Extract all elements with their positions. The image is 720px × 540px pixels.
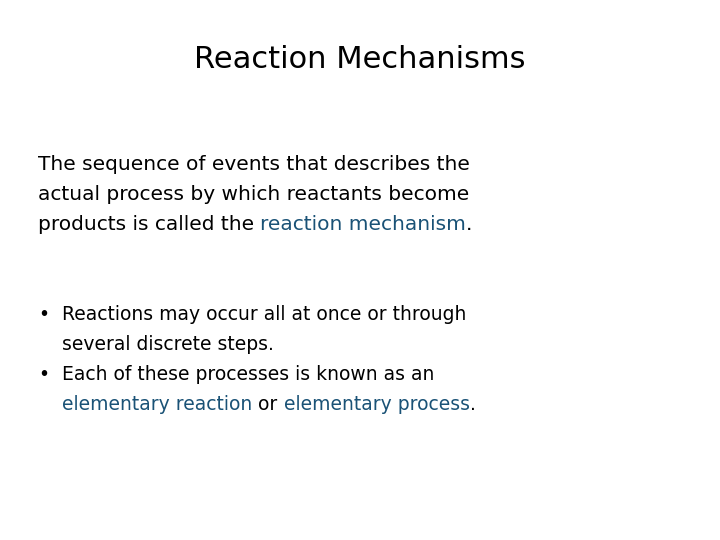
Text: Reaction Mechanisms: Reaction Mechanisms [194, 45, 526, 74]
Text: The sequence of events that describes the: The sequence of events that describes th… [38, 155, 470, 174]
Text: actual process by which reactants become: actual process by which reactants become [38, 185, 469, 204]
Text: .: . [467, 215, 473, 234]
Text: Each of these processes is known as an: Each of these processes is known as an [62, 365, 434, 384]
Text: or: or [252, 395, 284, 414]
Text: reaction mechanism: reaction mechanism [261, 215, 467, 234]
Text: products is called the: products is called the [38, 215, 261, 234]
Text: Reactions may occur all at once or through: Reactions may occur all at once or throu… [62, 305, 467, 324]
Text: •: • [38, 365, 49, 384]
Text: elementary process: elementary process [284, 395, 469, 414]
Text: several discrete steps.: several discrete steps. [62, 335, 274, 354]
Text: •: • [38, 305, 49, 324]
Text: .: . [469, 395, 475, 414]
Text: elementary reaction: elementary reaction [62, 395, 252, 414]
